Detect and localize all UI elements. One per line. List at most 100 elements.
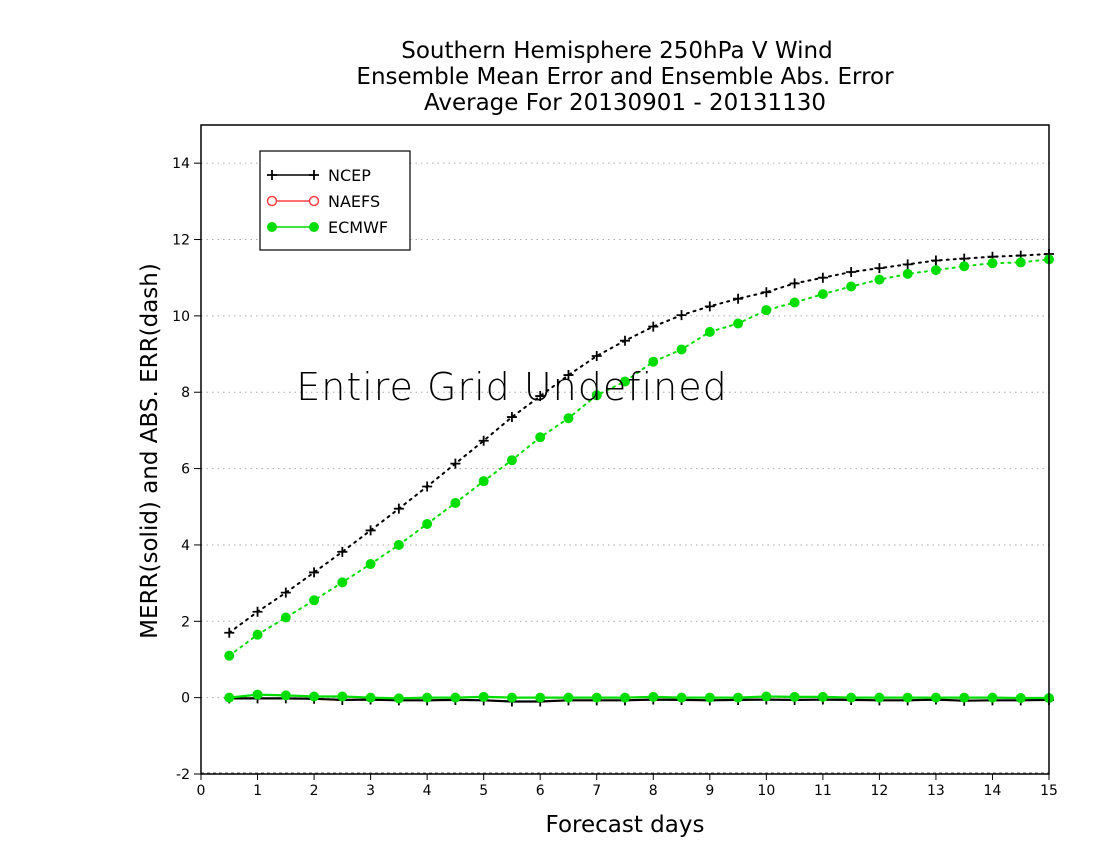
ecmwf-abs-err-point: [761, 305, 772, 316]
ecmwf-mean-err-point: [337, 691, 348, 702]
x-tick-label: 3: [366, 783, 375, 799]
ecmwf-mean-err-point: [450, 692, 461, 703]
series-layer: [224, 249, 1054, 707]
ecmwf-mean-err-point: [478, 691, 489, 702]
chart-title: Southern Hemisphere 250hPa V Wind Ensemb…: [356, 38, 894, 116]
x-tick-label: 4: [423, 783, 432, 799]
legend: NCEP NAEFS ECMWF: [259, 150, 411, 251]
ncep-abs-err-point: [620, 335, 630, 346]
ecmwf-mean-err-line: [229, 693, 1049, 700]
ecmwf-abs-err-point: [1015, 257, 1026, 268]
y-tick-label: 8: [181, 385, 190, 401]
ncep-abs-err-point: [733, 293, 744, 304]
ecmwf-abs-err-point: [959, 261, 970, 272]
ecmwf-abs-err-point: [704, 326, 715, 337]
ecmwf-abs-err-point: [450, 497, 461, 508]
ncep-abs-err-point: [478, 435, 489, 446]
ecmwf-abs-err-point: [563, 413, 574, 424]
x-tick-label: 15: [1040, 783, 1058, 799]
ncep-abs-err-point: [789, 278, 800, 289]
ecmwf-abs-err-point: [506, 455, 517, 466]
ncep-abs-err-point: [280, 587, 291, 598]
x-tick-label: 14: [984, 783, 1002, 799]
ecmwf-mean-err-point: [761, 691, 772, 702]
ecmwf-abs-err-point: [309, 595, 320, 606]
ncep-abs-err-point: [337, 546, 348, 557]
ecmwf-abs-err-point: [902, 268, 913, 279]
ecmwf-abs-err-point: [591, 390, 602, 401]
ecmwf-mean-err-point: [1015, 693, 1026, 704]
ecmwf-abs-err-point: [930, 265, 941, 276]
x-axis: 0 1 2 3 4 5 6 7 8 9 10 11 12 13 14 15: [197, 774, 1058, 799]
ecmwf-abs-err-point: [422, 518, 433, 529]
legend-marker-ecmwf: [267, 222, 277, 232]
ncep-abs-err-point: [704, 301, 715, 312]
x-tick-label: 5: [479, 783, 488, 799]
ecmwf-abs-err-line: [228, 258, 1050, 657]
plot-frame: [200, 124, 1050, 775]
ecmwf-abs-err-point: [874, 274, 885, 285]
ncep-abs-err-point: [817, 272, 828, 283]
ecmwf-mean-err-point: [704, 692, 715, 703]
ecmwf-mean-err-point: [959, 692, 970, 703]
y-tick-label: 14: [172, 156, 190, 172]
ecmwf-mean-err-point: [422, 692, 433, 703]
title-line-2: Ensemble Mean Error and Ensemble Abs. Er…: [356, 64, 894, 90]
ecmwf-mean-err-point: [280, 690, 291, 701]
ecmwf-abs-err-point: [733, 318, 744, 329]
ncep-abs-err-point: [422, 481, 433, 492]
title-line-3: Average For 20130901 - 20131130: [424, 90, 826, 116]
ncep-abs-err-point: [846, 266, 857, 277]
legend-marker-naefs: [308, 195, 320, 207]
ecmwf-abs-err-point: [817, 289, 828, 300]
legend-marker-ncep: [267, 170, 277, 180]
ecmwf-abs-err-point: [846, 281, 857, 292]
ecmwf-mean-err-point: [506, 692, 517, 703]
title-line-1: Southern Hemisphere 250hPa V Wind: [401, 38, 832, 64]
ecmwf-mean-err-point: [733, 692, 744, 703]
legend-marker-ncep: [309, 170, 319, 180]
ncep-abs-err-point: [365, 525, 376, 536]
y-axis-label: MERR(solid) and ABS. ERR(dash): [137, 263, 163, 639]
ecmwf-mean-err-point: [393, 693, 404, 704]
y-tick-label: 4: [181, 538, 190, 554]
ncep-abs-err-point: [252, 606, 263, 617]
ncep-abs-err-point: [761, 287, 772, 298]
ecmwf-abs-err-point: [252, 629, 263, 640]
ecmwf-mean-err-point: [365, 692, 376, 703]
ecmwf-mean-err-point: [535, 692, 546, 703]
y-tick-label: 0: [181, 691, 190, 707]
x-tick-label: 8: [649, 783, 658, 799]
ncep-abs-err-point: [902, 259, 913, 270]
x-tick-label: 1: [253, 783, 262, 799]
x-tick-label: 12: [870, 783, 888, 799]
undefined-grid-annotation: Entire Grid Undefined: [296, 365, 728, 409]
ncep-abs-err-point: [591, 350, 602, 361]
y-tick-label: -2: [176, 767, 190, 783]
ecmwf-mean-err-point: [874, 692, 885, 703]
ncep-abs-err-point: [450, 458, 461, 469]
ecmwf-mean-err-point: [591, 692, 602, 703]
ecmwf-abs-err-point: [620, 376, 630, 387]
ecmwf-abs-err-point: [535, 432, 546, 443]
ecmwf-mean-err-point: [902, 692, 913, 703]
x-tick-label: 7: [592, 783, 601, 799]
ncep-abs-err-point: [506, 412, 517, 423]
ecmwf-abs-err-point: [365, 559, 376, 570]
legend-label-naefs: NAEFS: [328, 192, 380, 211]
x-tick-label: 2: [310, 783, 319, 799]
ncep-abs-err-point: [535, 391, 546, 402]
ecmwf-mean-err-point: [789, 691, 800, 702]
y-tick-label: 10: [172, 309, 190, 325]
ecmwf-mean-err-point: [930, 692, 941, 703]
ncep-mean-err-line: [229, 697, 1050, 703]
y-axis: -2 0 2 4 6 8 10 12 14: [172, 156, 201, 783]
ecmwf-abs-err-point: [337, 577, 348, 588]
ncep-abs-err-point: [309, 567, 320, 578]
ncep-abs-err-point: [648, 321, 659, 332]
ncep-abs-err-point: [563, 370, 574, 381]
legend-label-ncep: NCEP: [328, 166, 371, 185]
ecmwf-mean-err-point: [224, 692, 235, 703]
ecmwf-mean-err-point: [987, 692, 998, 703]
